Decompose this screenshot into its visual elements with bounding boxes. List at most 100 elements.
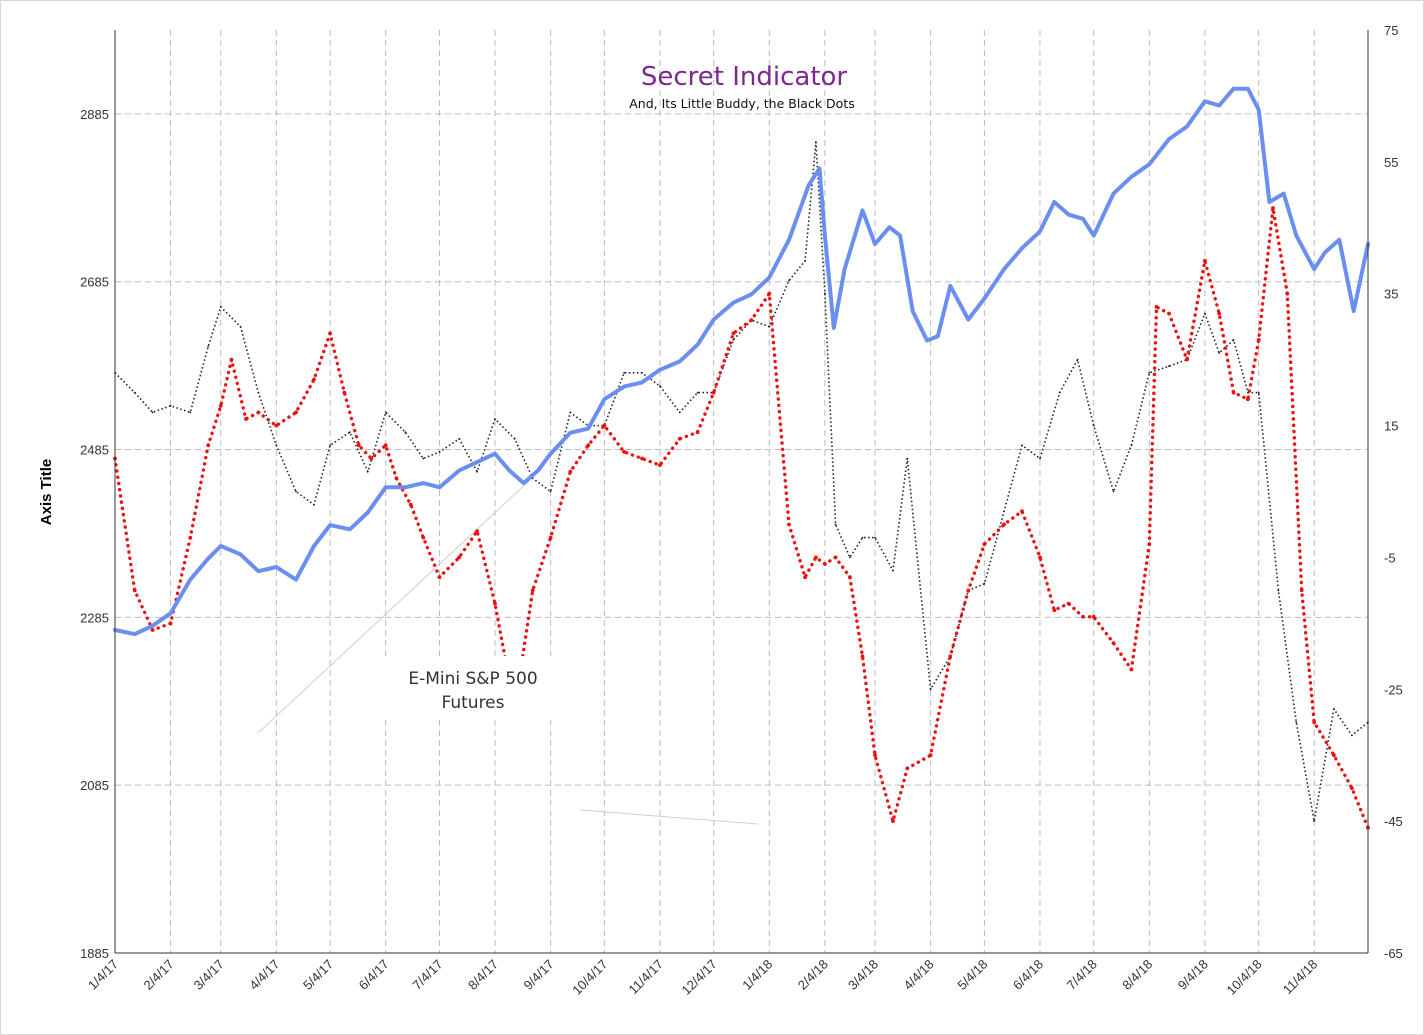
blue-series-point [348,527,352,531]
y-left-tick-label: 1885 [80,946,109,961]
blue-series-point [925,339,929,342]
black-series-point [861,536,864,539]
red-series-point [833,555,838,560]
red-series-point [383,443,388,448]
blue-series-point [1203,99,1207,103]
red-series-point [814,555,818,560]
annotation-box: E-Mini S&P 500 Futures [382,656,564,718]
x-tick-label: 9/4/18 [1175,957,1211,993]
y-left-tick-label: 2285 [80,610,109,625]
y-right-tick-label: 55 [1384,155,1398,170]
y-right-tick-label: -5 [1384,550,1396,565]
black-series-point [641,371,643,374]
black-series-point [1295,721,1298,724]
x-tick-label: 11/4/17 [625,957,666,998]
black-series-point [189,411,192,414]
y-left-tick-label: 2085 [80,778,109,793]
black-series-point [804,259,806,262]
red-series-point [1299,588,1304,593]
chart-title: Secret Indicator [641,62,848,92]
blue-series-point [787,238,791,242]
black-series-point [906,457,909,460]
black-series-point [1333,708,1335,710]
blue-series-point [898,234,902,238]
blue-series-point [818,167,821,170]
blue-series-point [256,569,260,573]
black-series-point [438,451,441,453]
black-series-point [1168,365,1170,368]
red-series-point [1217,311,1222,316]
blue-series-point [568,431,572,435]
red-series-point [695,430,700,435]
blue-series-point [493,452,497,456]
black-series-point [569,411,572,414]
blue-series-point [294,578,298,582]
x-tick-label: 3/4/17 [191,957,227,993]
blue-series-point [1294,234,1298,238]
red-series-point [1231,390,1236,395]
blue-series-point [188,578,192,582]
y-axis-title: Axis Title [38,459,55,525]
red-series-point [1271,206,1275,210]
blue-series-point [823,234,827,238]
red-series-point [342,390,347,395]
red-series-point [421,535,426,540]
blue-series-point [421,481,425,485]
black-series-point [329,444,331,447]
red-series-point [711,390,716,395]
red-series-point [731,331,736,336]
black-series-point [1003,510,1005,513]
red-series-point [1154,305,1159,309]
black-series-point [404,431,407,434]
red-series-point [1203,258,1207,263]
blue-series-point [133,632,137,636]
blue-series-point [403,485,407,489]
red-series-point [1147,542,1152,547]
blue-series-point [1112,192,1115,196]
blue-series-point [438,485,441,489]
red-series-point [188,535,193,540]
blue-series-point [873,242,877,246]
red-series-point [966,588,971,593]
black-series-point [623,371,625,374]
red-series-point [132,588,137,593]
blue-series-point [1052,200,1056,204]
red-series-point [244,417,248,421]
black-series-point [815,141,817,144]
blue-series-point [767,276,771,279]
black-series-point [659,385,661,387]
red-series-point [1052,608,1057,613]
red-series-point [622,450,626,454]
x-tick-label: 1/4/18 [739,957,775,993]
red-series-point [356,443,361,448]
blue-series-point [1067,213,1071,217]
x-tick-label: 11/4/18 [1280,957,1321,998]
x-tick-label: 3/4/18 [845,957,881,993]
blue-series-point [169,611,173,615]
blue-series-point [206,557,210,561]
blue-series-point [749,292,753,296]
red-series-point [394,476,399,481]
blue-series-point [151,624,155,628]
blue-series-point [586,427,590,431]
red-series-point [1066,601,1071,606]
blue-series-point [1217,104,1221,107]
blue-series-point [658,368,662,372]
red-series-point [475,529,479,533]
red-series-point [787,522,791,527]
blue-series-point [1020,246,1024,250]
black-series-point [1204,312,1206,315]
x-tick-label: 5/4/18 [954,957,990,993]
blue-series-point [911,309,915,313]
annotation-label: E-Mini S&P 500 [408,669,537,689]
red-series-point [1285,291,1290,296]
blue-series-point [1323,250,1327,254]
x-tick-label: 7/4/18 [1064,957,1100,993]
x-tick-label: 10/4/17 [569,957,610,998]
plot-black [114,141,1369,822]
red-series-point [1091,614,1096,619]
x-tick-label: 9/4/17 [521,957,557,993]
x-tick-label: 8/4/17 [465,957,501,993]
x-tick-label: 2/4/17 [141,957,177,993]
